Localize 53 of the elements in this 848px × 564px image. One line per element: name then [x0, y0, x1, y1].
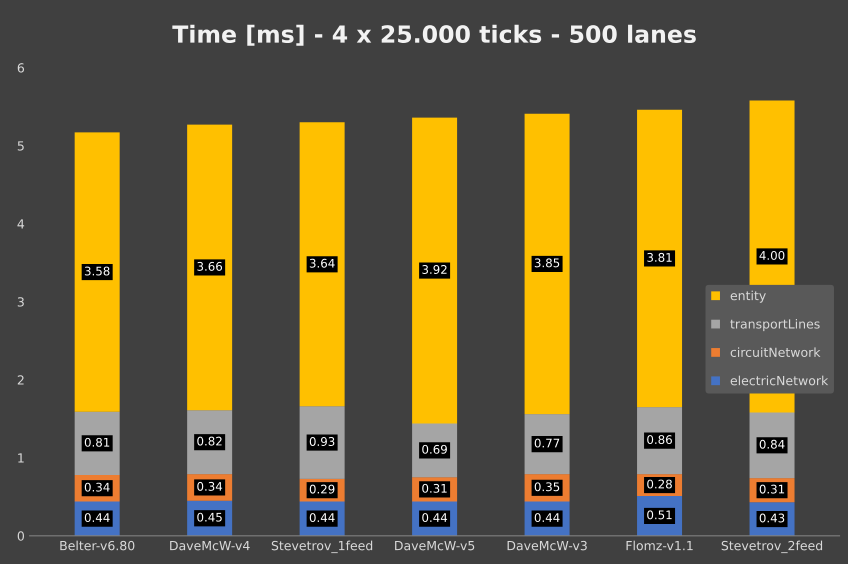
data-label: 4.00	[759, 250, 784, 260]
data-label: 0.31	[760, 484, 784, 494]
data-label: 3.92	[422, 265, 447, 274]
y-tick-label: 6	[18, 63, 24, 73]
legend-label: electricNetwork	[730, 376, 828, 386]
data-label: 0.93	[310, 437, 334, 446]
data-label: 0.86	[647, 435, 672, 444]
data-label: 0.44	[310, 513, 335, 522]
bar	[74, 132, 120, 412]
x-tick-label: DaveMcW-v5	[395, 541, 474, 550]
y-tick-label: 0	[18, 531, 24, 541]
bar	[300, 122, 345, 406]
y-tick-label: 2	[18, 375, 24, 385]
bar	[412, 118, 458, 424]
legend-label: circuitNetwork	[730, 347, 820, 357]
y-tick-label: 1	[18, 453, 24, 463]
x-tick-label: Stevetrov_2feed	[722, 540, 822, 554]
bar	[187, 124, 232, 410]
x-tick-label: DaveMcW-v3	[508, 540, 587, 550]
bar	[637, 110, 682, 408]
data-label: 3.64	[310, 258, 335, 268]
x-tick-label: DaveMcW-v4	[170, 541, 250, 550]
bar	[524, 114, 570, 414]
chart-title: Time [ms] - 4 x 25.000 ticks - 500 lanes	[172, 24, 696, 46]
data-label: 0.35	[534, 482, 560, 492]
x-tick-label: Stevetrov_1feed	[272, 540, 372, 554]
data-label: 3.66	[197, 262, 222, 271]
data-label: 0.31	[422, 484, 447, 493]
data-label: 0.43	[760, 514, 784, 522]
data-label: 0.28	[647, 480, 672, 489]
legend-label: entity	[730, 290, 766, 303]
data-label: 0.44	[84, 513, 110, 522]
x-tick-label: Flomz-v1.1	[626, 540, 693, 550]
legend-label: transportLines	[730, 318, 820, 332]
y-tick-label: 5	[18, 141, 24, 151]
y-tick-label: 3	[18, 297, 24, 307]
data-label: 3.81	[647, 252, 672, 262]
data-label: 0.82	[197, 436, 222, 446]
data-label: 0.69	[422, 444, 447, 454]
data-label: 0.44	[422, 513, 448, 522]
data-label: 0.34	[197, 482, 222, 491]
data-label: 3.58	[84, 266, 110, 276]
data-label: 0.45	[197, 512, 222, 522]
x-tick-label: Belter-v6.80	[60, 540, 134, 550]
data-label: 0.84	[760, 440, 785, 449]
data-label: 3.85	[534, 258, 560, 268]
data-label: 0.44	[534, 513, 560, 522]
data-label: 0.51	[647, 510, 672, 520]
data-label: 0.77	[534, 438, 560, 448]
data-label: 0.34	[84, 482, 110, 492]
y-tick-label: 4	[17, 219, 24, 228]
data-label: 0.29	[310, 484, 334, 494]
data-label: 0.81	[84, 438, 110, 447]
